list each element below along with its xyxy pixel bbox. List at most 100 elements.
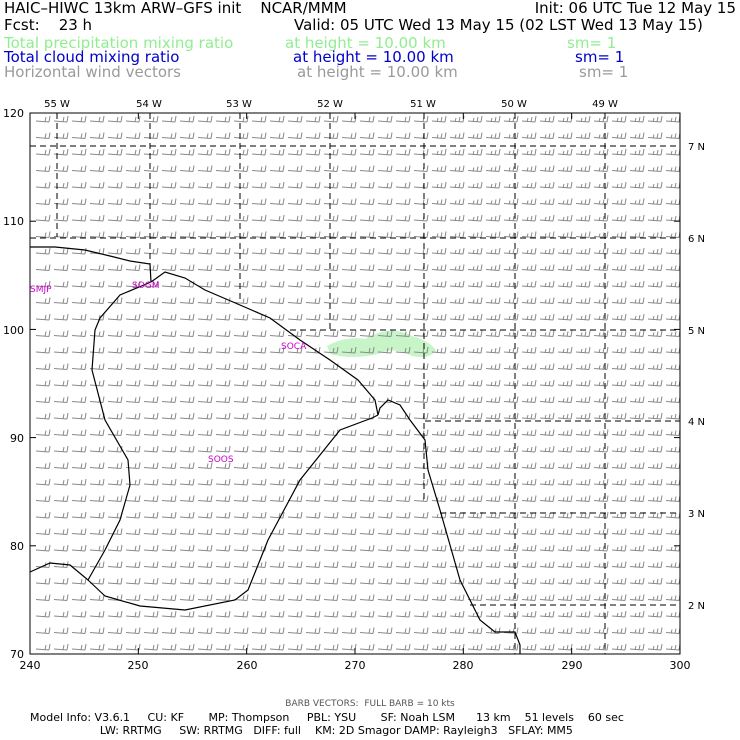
wind-barb bbox=[53, 231, 69, 238]
wind-barb bbox=[467, 643, 483, 651]
wind-barb bbox=[197, 561, 213, 568]
wind-barb bbox=[269, 495, 285, 502]
wind-barb bbox=[593, 313, 609, 321]
wind-barb bbox=[251, 115, 267, 123]
wind-barb bbox=[377, 313, 393, 321]
wind-barb bbox=[179, 148, 195, 156]
wind-barb bbox=[107, 264, 123, 271]
wind-barb bbox=[215, 627, 231, 634]
wind-barb bbox=[161, 231, 177, 238]
wind-barb bbox=[179, 478, 195, 486]
wind-barb bbox=[611, 478, 627, 486]
wind-barb bbox=[575, 132, 591, 139]
wind-barb bbox=[575, 528, 591, 535]
wind-barb bbox=[665, 148, 680, 156]
wind-barb bbox=[431, 379, 447, 387]
wind-barb bbox=[377, 280, 393, 288]
wind-barb bbox=[269, 214, 285, 222]
wind-barb bbox=[395, 313, 411, 321]
wind-barb bbox=[629, 148, 645, 156]
lat-label: 3 N bbox=[688, 509, 705, 520]
wind-barb bbox=[215, 594, 231, 601]
wind-barb bbox=[287, 280, 303, 288]
wind-barb bbox=[647, 132, 663, 139]
wind-barb bbox=[521, 429, 537, 436]
wind-barb bbox=[521, 610, 537, 618]
wind-barb bbox=[197, 544, 213, 552]
wind-barb bbox=[35, 313, 51, 321]
wind-barb bbox=[485, 577, 501, 585]
wind-barb bbox=[125, 643, 141, 651]
wind-barb bbox=[53, 412, 69, 420]
wind-barb bbox=[521, 181, 537, 189]
wind-barb bbox=[269, 429, 285, 436]
wind-barb bbox=[53, 594, 69, 601]
wind-barb bbox=[413, 280, 429, 288]
wind-barb bbox=[647, 495, 663, 502]
wind-barb bbox=[251, 412, 267, 420]
wind-barb bbox=[179, 231, 195, 238]
wind-barb bbox=[251, 181, 267, 189]
wind-barb bbox=[125, 247, 141, 255]
wind-barb bbox=[611, 429, 627, 436]
wind-barb bbox=[341, 231, 357, 238]
wind-barb bbox=[593, 445, 609, 453]
wind-barb bbox=[143, 330, 159, 337]
wind-barb bbox=[377, 561, 393, 568]
wind-barb bbox=[269, 511, 285, 519]
wind-barb bbox=[107, 462, 123, 469]
wind-barb bbox=[125, 346, 141, 354]
wind-barb bbox=[53, 330, 69, 337]
wind-barb bbox=[359, 313, 375, 321]
wind-barb bbox=[503, 445, 519, 453]
x-tick-label: 300 bbox=[670, 659, 691, 672]
wind-barb bbox=[341, 330, 357, 337]
wind-barb bbox=[575, 148, 591, 156]
wind-barb bbox=[521, 445, 537, 453]
wind-barb bbox=[413, 495, 429, 502]
wind-barb bbox=[53, 610, 69, 618]
wind-barb bbox=[611, 148, 627, 156]
wind-barb bbox=[233, 297, 249, 304]
wind-barb bbox=[323, 528, 339, 535]
wind-barb bbox=[251, 214, 267, 222]
wind-barb bbox=[467, 198, 483, 205]
wind-barb bbox=[107, 280, 123, 288]
longitude-labels: 55 W 54 W 53 W 52 W 51 W 50 W 49 W bbox=[44, 99, 618, 110]
wind-barb bbox=[287, 115, 303, 123]
wind-barb bbox=[359, 594, 375, 601]
wind-barb bbox=[233, 478, 249, 486]
forecast-hour: Fcst: 23 h bbox=[4, 16, 93, 34]
wind-barb bbox=[575, 643, 591, 651]
wind-barb bbox=[287, 610, 303, 618]
wind-barb bbox=[323, 412, 339, 420]
wind-barb bbox=[521, 561, 537, 568]
wind-barb bbox=[323, 330, 339, 337]
valid-time: Valid: 05 UTC Wed 13 May 15 (02 LST Wed … bbox=[294, 16, 703, 34]
wind-barb bbox=[557, 264, 573, 271]
wind-barb bbox=[89, 462, 105, 469]
y-axis: 70 80 90 100 110 120 bbox=[3, 107, 24, 661]
wind-barb bbox=[269, 412, 285, 420]
wind-barb bbox=[539, 495, 555, 502]
wind-barb bbox=[539, 528, 555, 535]
wind-barb bbox=[485, 330, 501, 337]
wind-barb bbox=[71, 445, 87, 453]
wind-barb bbox=[575, 478, 591, 486]
wind-barb bbox=[611, 561, 627, 568]
wind-barb bbox=[161, 610, 177, 618]
wind-barb bbox=[377, 429, 393, 436]
wind-barb bbox=[431, 231, 447, 238]
wind-barb bbox=[143, 379, 159, 387]
wind-barb bbox=[647, 247, 663, 255]
wind-barb bbox=[647, 594, 663, 601]
wind-barb bbox=[305, 280, 321, 288]
wind-barb bbox=[179, 264, 195, 271]
wind-barb bbox=[269, 379, 285, 387]
wind-barb bbox=[449, 313, 465, 321]
wind-barb bbox=[449, 528, 465, 535]
wind-barb bbox=[611, 231, 627, 238]
wind-barb bbox=[539, 379, 555, 387]
wind-barb bbox=[449, 462, 465, 469]
wind-barb bbox=[359, 363, 375, 370]
